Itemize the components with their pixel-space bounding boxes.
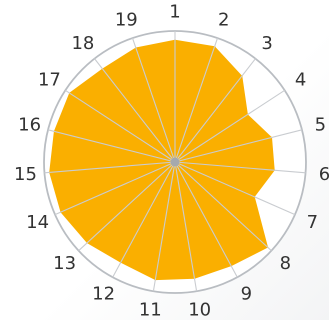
grid-spoke	[44, 161, 176, 174]
category-label: 14	[26, 212, 49, 233]
grid-spoke	[112, 161, 176, 278]
category-label: 7	[307, 212, 318, 233]
grid-spoke	[54, 161, 176, 216]
grid-spoke	[78, 161, 176, 252]
grid-spoke	[64, 89, 176, 163]
grid-spoke	[174, 161, 306, 174]
category-label: 8	[280, 253, 291, 274]
grid-spoke	[174, 161, 272, 252]
grid-spoke	[174, 161, 198, 292]
category-label: 17	[38, 70, 61, 91]
category-label: 18	[71, 33, 94, 54]
grid-spoke	[152, 161, 176, 292]
category-label: 1	[169, 2, 180, 23]
grid-spoke	[174, 161, 296, 216]
grid-spoke	[174, 37, 219, 163]
category-label: 4	[295, 70, 306, 91]
category-label: 19	[115, 10, 138, 31]
grid-spoke	[174, 58, 256, 163]
category-label: 6	[319, 164, 329, 185]
grid-spoke	[174, 129, 303, 163]
category-label: 11	[139, 300, 162, 320]
series-area	[49, 39, 275, 281]
grid-spoke	[131, 37, 176, 163]
category-label: 16	[18, 115, 41, 136]
category-label: 13	[53, 253, 76, 274]
category-label: 2	[218, 10, 229, 31]
category-label: 5	[315, 115, 326, 136]
grid-spoke	[174, 89, 286, 163]
category-label: 9	[241, 283, 252, 304]
category-label: 15	[14, 164, 37, 185]
radar-grid-spokes	[44, 31, 306, 292]
grid-spoke	[174, 161, 238, 278]
grid-spoke	[47, 129, 176, 163]
center-hub	[170, 157, 180, 167]
grid-spoke	[94, 58, 176, 163]
category-label: 3	[261, 33, 272, 54]
category-label: 10	[188, 300, 211, 320]
category-label: 12	[92, 283, 115, 304]
